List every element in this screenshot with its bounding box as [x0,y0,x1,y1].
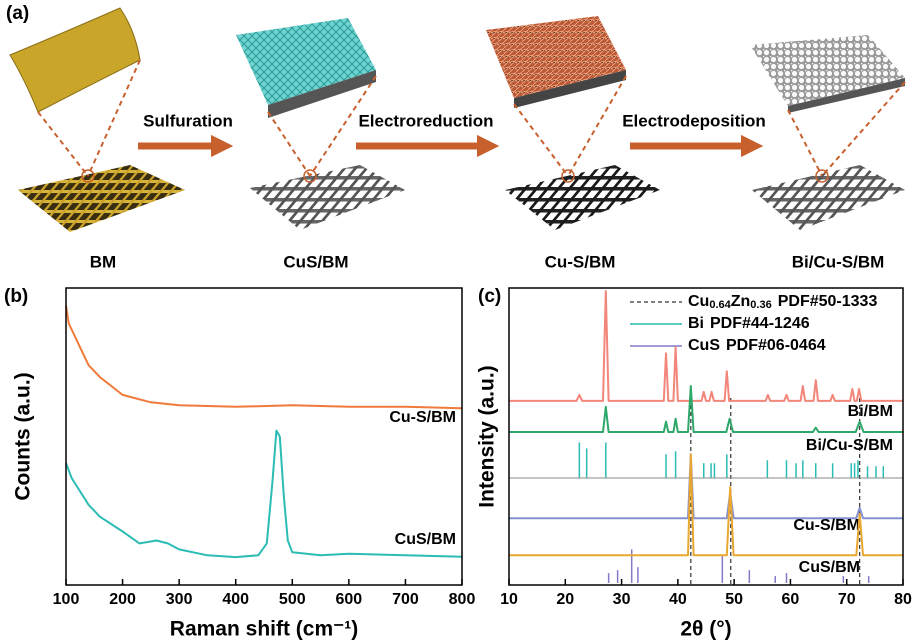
sample-label: BM [90,252,116,271]
figure: (a) Sulfuration Electroreduction Electro… [0,0,913,643]
x-tick-label: 60 [782,591,800,608]
step-label: Sulfuration [143,111,233,130]
x-tick-label: 10 [500,591,518,608]
step-label: Electroreduction [358,111,493,130]
x-tick-label: 300 [166,591,193,608]
series-line [509,454,903,518]
x-tick-label: 700 [392,591,419,608]
x-tick-label: 30 [613,591,631,608]
teal-nanostructure [236,18,376,105]
series-line [509,386,903,432]
series-line [509,454,903,555]
x-tick-label: 400 [222,591,249,608]
series-line [66,306,462,409]
x-tick-label: 600 [336,591,363,608]
legend-card: PDF#50-1333 [778,293,878,310]
gold-sheet [10,8,140,112]
legend-card: PDF#44-1246 [710,315,810,332]
x-tick-label: 200 [109,591,136,608]
gold-mesh [18,165,185,232]
white-particles [750,35,905,106]
panel-label: (c) [478,286,501,307]
x-tick-label: 50 [725,591,743,608]
legend-label: Bi PDF#44-1246 [688,315,810,332]
legend-formula: CuS [688,337,720,354]
x-tick-label: 20 [556,591,574,608]
panel-a: (a) Sulfuration Electroreduction Electro… [6,3,905,271]
orange-nanowires [486,16,626,98]
sample-label: Cu-S/BM [545,252,616,271]
legend-formula: Cu [688,293,709,310]
x-tick-label: 500 [279,591,306,608]
panel-label: (b) [4,286,28,307]
x-tick-label: 100 [53,591,80,608]
x-tick-label: 80 [894,591,912,608]
legend-subscript: 0.36 [750,299,771,311]
panel-label: (a) [6,3,29,24]
x-axis-title: Raman shift (cm⁻¹) [170,618,358,641]
series-label: Bi/Cu-S/BM [806,437,893,454]
sample-label: CuS/BM [283,252,348,271]
legend-label: CuS PDF#06-0464 [688,337,826,354]
legend-formula: Bi [688,315,704,332]
step-label: Electrodeposition [622,111,766,130]
legend-formula: Zn [731,293,751,310]
x-axis-title: 2θ (°) [680,618,731,641]
series-label: CuS/BM [395,531,456,548]
y-axis-title: Intensity (a.u.) [476,365,499,507]
series-label: Cu-S/BM [793,517,860,534]
sample-label: Bi/Cu-S/BM [792,252,885,271]
series-label: Cu-S/BM [389,409,456,426]
legend-card: PDF#06-0464 [726,337,826,354]
dark-mesh [505,165,660,230]
x-tick-label: 70 [838,591,856,608]
legend-subscript: 0.64 [709,299,731,311]
series-label: CuS/BM [799,559,860,576]
y-axis-title: Counts (a.u.) [12,372,35,500]
x-tick-label: 800 [449,591,476,608]
x-tick-label: 40 [669,591,687,608]
series-label: Bi/BM [848,403,893,420]
legend-label: Cu0.64Zn0.36 PDF#50-1333 [688,293,877,311]
gray-mesh [250,165,405,230]
